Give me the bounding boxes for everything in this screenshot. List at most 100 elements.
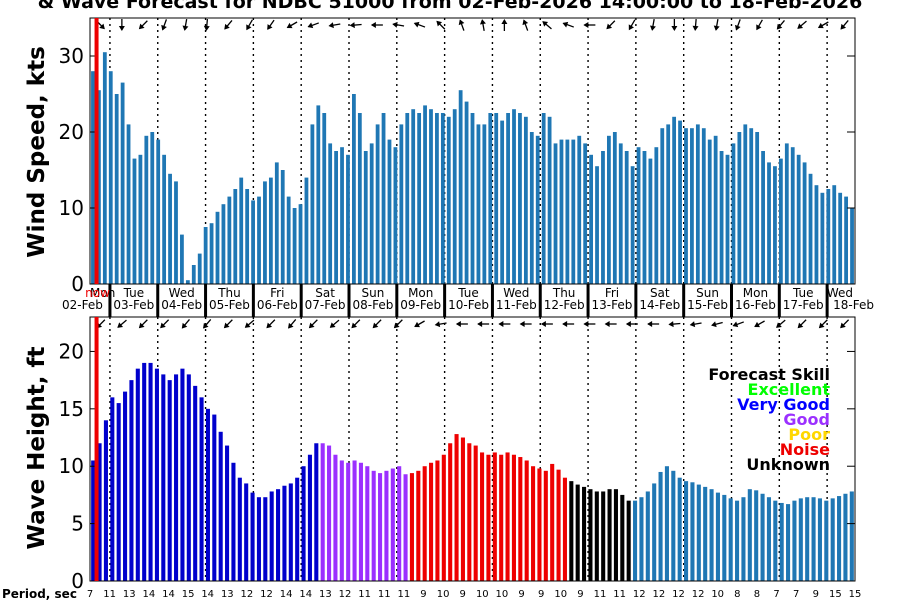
wave-bar — [295, 477, 300, 581]
wave-bar — [460, 437, 465, 581]
wave-bar — [269, 491, 274, 581]
wind-bar — [274, 162, 279, 284]
wave-bar — [582, 486, 587, 581]
wind-bar — [316, 105, 321, 285]
wind-bar — [227, 196, 232, 284]
wave-y-axis-label: Wave Height, ft — [24, 347, 50, 550]
wave-bar — [225, 445, 230, 581]
wave-bar — [256, 497, 261, 581]
wind-bar — [257, 196, 261, 284]
wave-direction-arrow-icon — [840, 319, 850, 329]
wind-bar — [417, 113, 422, 284]
wave-direction-arrow-icon — [393, 319, 403, 329]
wave-bar — [327, 445, 332, 581]
wave-bar — [422, 466, 427, 581]
period-tick-label: 14 — [299, 589, 312, 600]
wave-bar — [613, 489, 618, 581]
wind-bar — [690, 128, 694, 284]
wind-bar — [452, 109, 457, 284]
period-tick-label: 14 — [162, 589, 175, 600]
wind-bar — [423, 105, 427, 285]
wind-bar — [245, 189, 250, 284]
wind-direction-arrows — [95, 18, 849, 32]
wave-bar — [473, 445, 478, 581]
date-label: 07-Feb — [305, 298, 346, 312]
wind-direction-arrow-icon — [840, 19, 849, 30]
day-of-week-label: Tue — [457, 286, 479, 300]
date-label: 13-Feb — [592, 298, 633, 312]
wave-bar — [709, 489, 714, 581]
period-tick-label: 12 — [652, 589, 665, 600]
wind-bar — [719, 151, 724, 284]
wave-direction-arrow-icon — [647, 321, 660, 327]
wave-bar — [741, 497, 746, 581]
wind-bar — [328, 143, 333, 284]
wind-bar — [381, 113, 386, 284]
day-separator — [538, 284, 542, 317]
wave-bar — [677, 477, 682, 581]
wave-bar — [652, 483, 657, 581]
period-tick-label: 10 — [554, 589, 567, 600]
wave-bar — [747, 489, 752, 581]
wave-bar — [193, 385, 198, 581]
wind-bar — [648, 158, 653, 284]
wind-bar — [363, 151, 368, 284]
wave-bar — [543, 470, 548, 581]
wind-bar — [571, 139, 576, 284]
date-label: 09-Feb — [400, 298, 441, 312]
period-tick-label: 14 — [142, 589, 155, 600]
wind-direction-arrow-icon — [522, 19, 529, 31]
wind-bar — [476, 124, 481, 285]
period-tick-label: 11 — [397, 589, 410, 600]
day-of-week-label: Tue — [123, 286, 145, 300]
wave-bar — [186, 374, 191, 581]
day-of-week-label: Wed — [827, 286, 853, 300]
period-tick-label: 8 — [734, 589, 740, 600]
date-label: 14-Feb — [639, 298, 680, 312]
wind-bar — [114, 94, 119, 284]
wind-bar — [802, 162, 807, 284]
wind-direction-arrow-icon — [562, 21, 574, 28]
wave-bar — [142, 362, 147, 581]
period-tick-label: 11 — [594, 589, 607, 600]
wind-bar — [322, 113, 327, 284]
wind-direction-arrow-icon — [370, 22, 383, 28]
day-separator — [251, 284, 255, 317]
wind-bar — [749, 128, 754, 284]
wind-bar — [144, 135, 149, 284]
wind-bar — [832, 185, 837, 284]
wave-bar — [346, 462, 351, 581]
wave-direction-arrow-icon — [754, 320, 765, 328]
wind-bar — [292, 208, 297, 284]
wave-ytick-label: 0 — [71, 569, 84, 593]
date-label: 06-Feb — [257, 298, 298, 312]
wave-bar — [824, 500, 829, 581]
wave-bar — [633, 500, 638, 581]
wind-direction-arrow-icon — [458, 19, 465, 31]
wind-bar — [642, 151, 647, 284]
wind-bar — [618, 143, 623, 284]
day-separator — [682, 284, 686, 317]
wind-bar — [541, 113, 546, 284]
wave-direction-arrow-icon — [583, 321, 596, 327]
wave-bar — [237, 477, 242, 581]
wind-bar — [755, 132, 760, 284]
wave-bar — [562, 477, 567, 581]
wave-bar — [339, 460, 344, 581]
wave-bar — [167, 380, 172, 581]
wind-bar — [767, 162, 771, 284]
wind-bar — [743, 124, 748, 285]
wave-direction-arrow-icon — [308, 319, 318, 329]
wave-direction-arrow-icon — [117, 319, 127, 328]
wind-bar — [630, 166, 635, 284]
wave-bar — [365, 466, 370, 581]
wind-bar — [357, 113, 362, 284]
wind-direction-arrow-icon — [267, 19, 275, 30]
wind-bar — [458, 90, 463, 284]
day-of-week-label: Wed — [503, 286, 529, 300]
wind-bar — [197, 253, 202, 284]
wave-bar — [575, 484, 580, 581]
wind-bar — [138, 154, 143, 284]
period-tick-label: 9 — [813, 589, 819, 600]
